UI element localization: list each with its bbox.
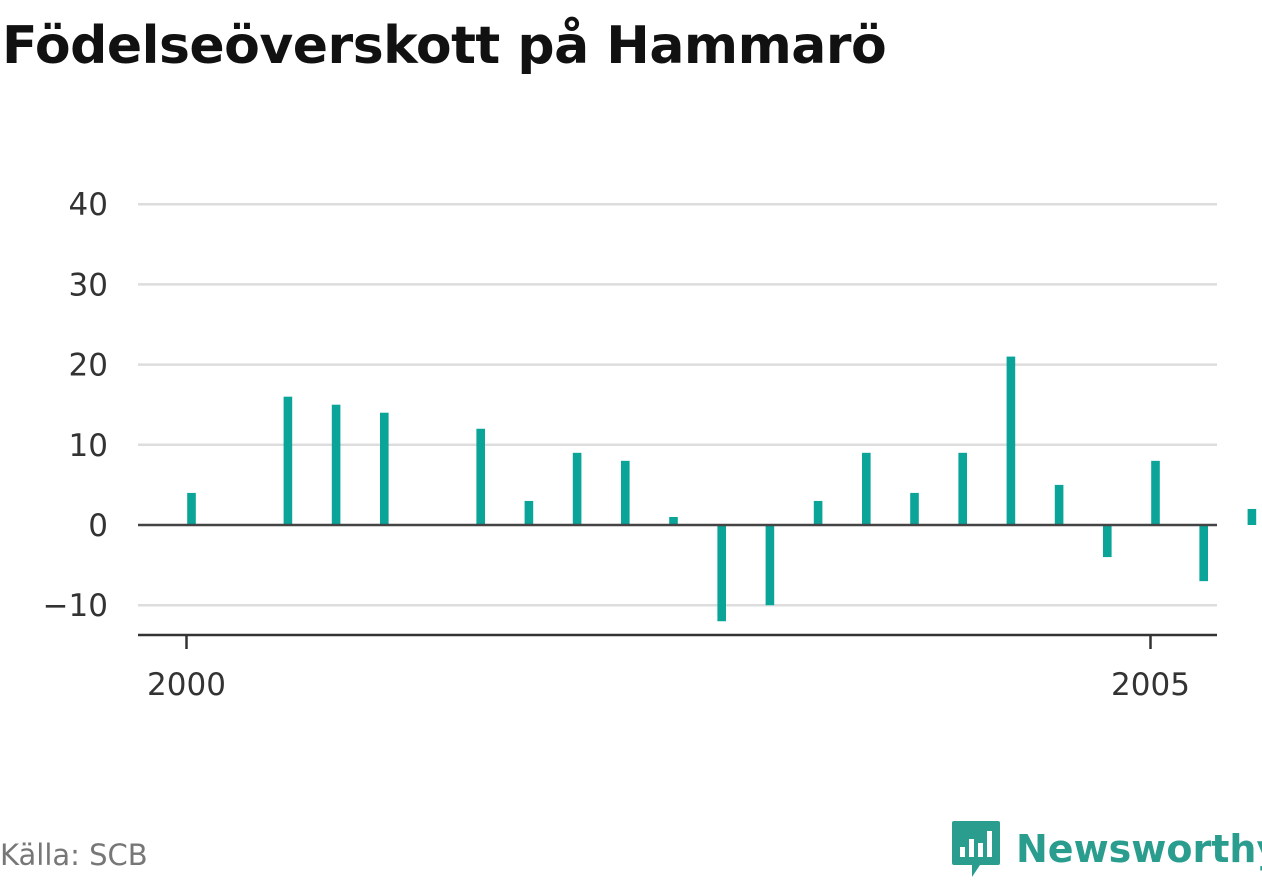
bars xyxy=(187,356,1257,622)
y-tick-labels: −10 0 10 20 30 40 xyxy=(43,187,108,624)
chart-title: Födelseöverskott på Hammarö xyxy=(2,16,887,76)
newsworthy-logo-icon xyxy=(952,821,1000,877)
bar xyxy=(910,492,919,525)
y-tick-label: 20 xyxy=(69,348,108,384)
bar xyxy=(1199,525,1208,582)
x-tick-labels: 200020052010201520202025 xyxy=(147,667,1190,703)
bar xyxy=(187,492,196,525)
bar xyxy=(1151,460,1160,525)
gridlines xyxy=(138,202,1217,607)
bar xyxy=(669,516,678,525)
brand-logo: Newsworthy xyxy=(950,818,1262,880)
y-tick-label: 0 xyxy=(88,508,108,544)
bar xyxy=(1006,356,1016,525)
bar xyxy=(717,525,726,622)
bar xyxy=(1054,484,1064,525)
bar xyxy=(572,452,582,525)
bar xyxy=(283,396,293,525)
bar xyxy=(765,525,775,606)
bar xyxy=(813,500,823,525)
bar xyxy=(524,500,534,525)
bar xyxy=(862,452,871,525)
bar xyxy=(380,412,389,525)
y-tick-label: −10 xyxy=(43,588,108,624)
axes xyxy=(138,523,1217,649)
bar xyxy=(331,404,341,525)
bar xyxy=(1103,525,1112,558)
source-note: Källa: SCB xyxy=(0,838,148,872)
bar xyxy=(1247,508,1257,525)
bar xyxy=(476,428,485,525)
bar xyxy=(621,460,630,525)
brand-name: Newsworthy xyxy=(1016,827,1262,871)
y-tick-label: 10 xyxy=(69,428,108,464)
y-tick-label: 40 xyxy=(69,187,108,223)
x-tick-label: 2000 xyxy=(147,667,226,703)
y-tick-label: 30 xyxy=(69,267,108,303)
bar xyxy=(958,452,967,525)
x-tick-label: 2005 xyxy=(1111,667,1190,703)
